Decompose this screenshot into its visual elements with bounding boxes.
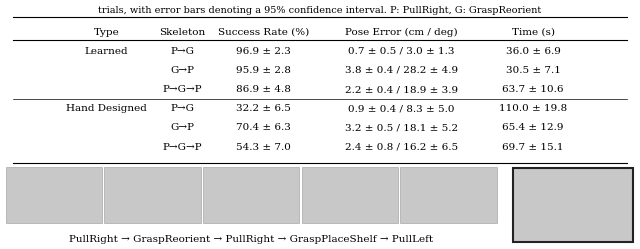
FancyBboxPatch shape <box>6 167 102 223</box>
FancyBboxPatch shape <box>104 167 200 223</box>
FancyBboxPatch shape <box>302 167 398 223</box>
FancyBboxPatch shape <box>401 167 497 223</box>
FancyBboxPatch shape <box>513 168 633 243</box>
Text: trials, with error bars denoting a 95% confidence interval. P: PullRight, G: Gra: trials, with error bars denoting a 95% c… <box>99 6 541 15</box>
FancyBboxPatch shape <box>203 167 300 223</box>
Text: PullRight → GraspReorient → PullRight → GraspPlaceShelf → PullLeft: PullRight → GraspReorient → PullRight → … <box>69 236 433 245</box>
